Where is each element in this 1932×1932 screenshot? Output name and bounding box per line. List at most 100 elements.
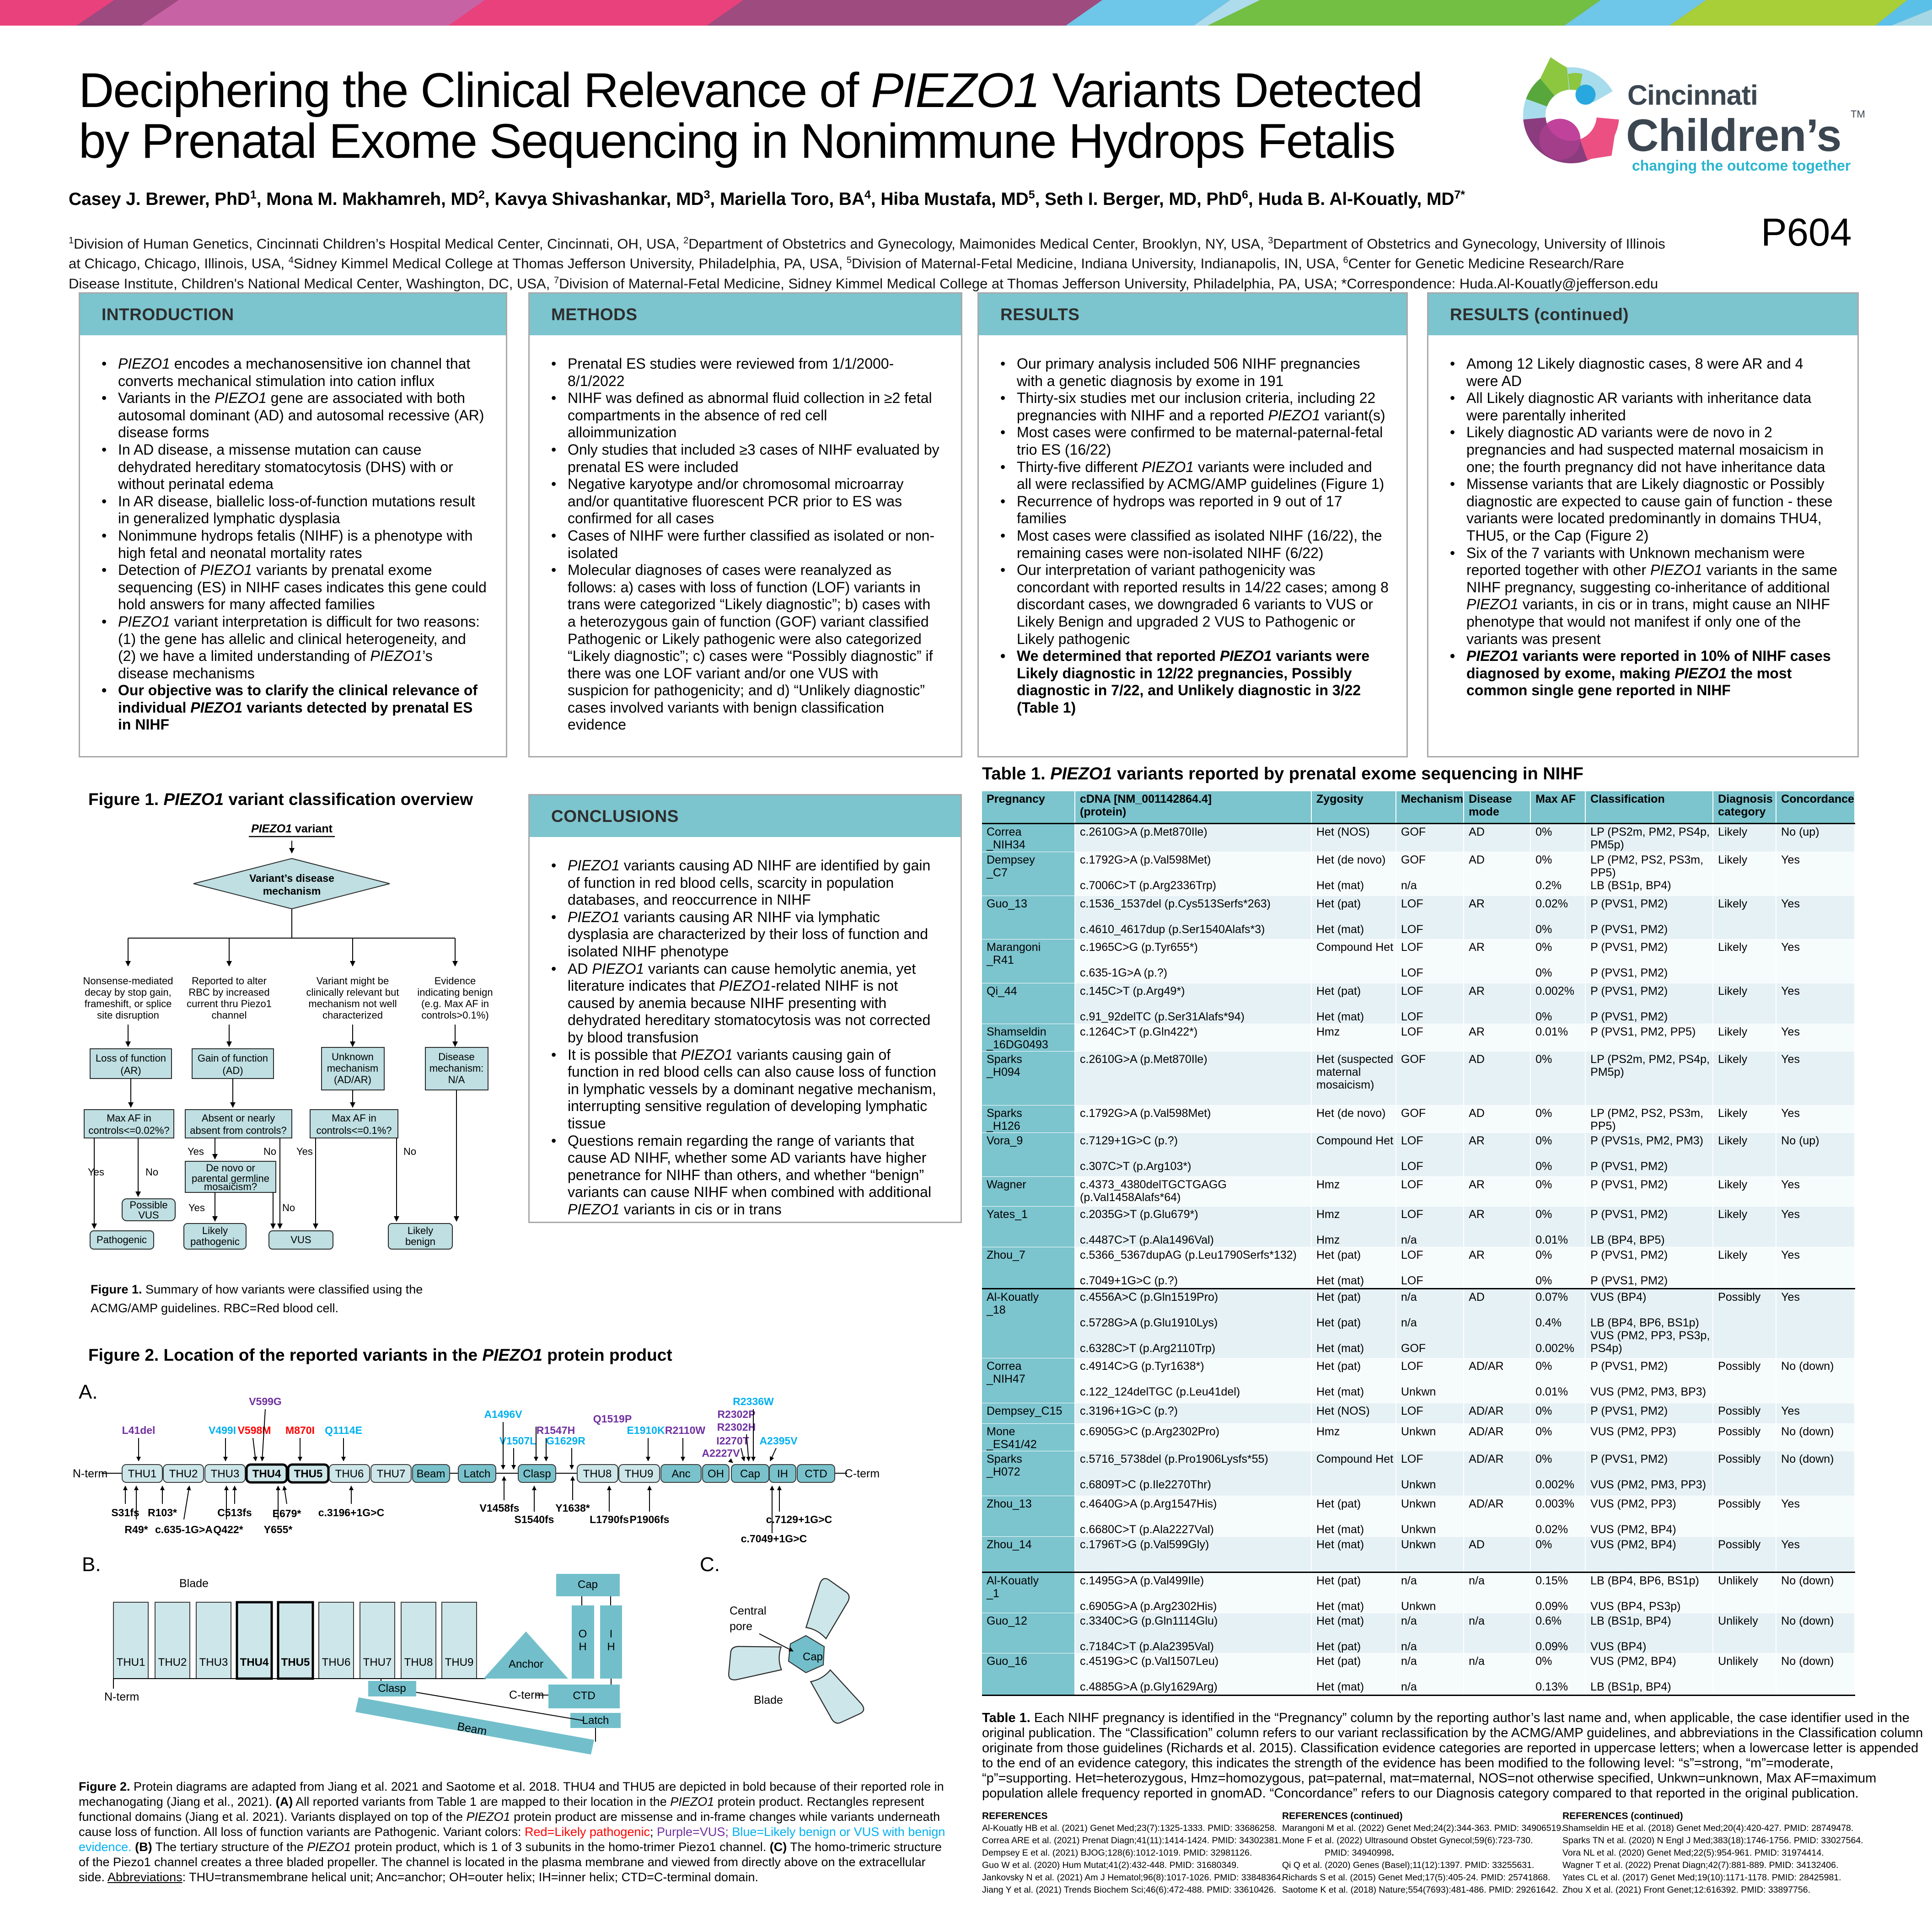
svg-text:THU7: THU7 [377,1468,406,1480]
svg-text:changing the outcome together: changing the outcome together [1632,157,1851,174]
svg-text:L1790fs: L1790fs [590,1513,629,1525]
svg-text:Variant might be: Variant might be [317,975,389,987]
svg-text:mechanism: mechanism [327,1063,378,1074]
svg-text:CTD: CTD [805,1468,827,1480]
svg-text:channel: channel [211,1009,247,1021]
svg-text:Blade: Blade [179,1577,209,1590]
svg-text:Cap: Cap [578,1578,598,1591]
svg-text:pathogenic: pathogenic [190,1236,240,1247]
svg-text:Clasp: Clasp [378,1682,406,1695]
svg-text:parental germline: parental germline [192,1173,269,1184]
svg-text:Disease: Disease [438,1051,474,1063]
svg-text:(AD): (AD) [222,1065,243,1076]
svg-text:decay by stop gain,: decay by stop gain, [85,987,172,998]
svg-text:Cap: Cap [803,1651,823,1663]
svg-text:Cincinnati: Cincinnati [1627,80,1758,111]
svg-text:No: No [263,1146,276,1157]
svg-text:c.3196+1G>C: c.3196+1G>C [318,1507,385,1519]
svg-text:N-term: N-term [104,1690,139,1703]
svg-text:Blade: Blade [754,1694,783,1707]
svg-text:THU8: THU8 [404,1656,433,1669]
svg-text:R1547H: R1547H [537,1424,575,1436]
svg-text:Children’s: Children’s [1626,110,1841,161]
svg-text:site disruption: site disruption [97,1009,159,1021]
svg-text:V499I: V499I [209,1424,236,1436]
svg-text:THU8: THU8 [583,1468,612,1480]
svg-text:Cap: Cap [740,1468,760,1480]
svg-text:C513fs: C513fs [217,1507,252,1519]
svg-text:Yes: Yes [296,1146,313,1157]
svg-text:THU3: THU3 [211,1468,240,1480]
svg-text:THU7: THU7 [363,1656,392,1669]
svg-text:CTD: CTD [573,1690,595,1702]
svg-text:Gain of function: Gain of function [198,1052,268,1064]
svg-text:TM: TM [1851,108,1865,120]
svg-text:S1540fs: S1540fs [515,1513,554,1525]
svg-text:Variant’s disease: Variant’s disease [249,872,334,884]
svg-text:mechanism not well: mechanism not well [308,998,397,1009]
svg-text:c.635-1G>A: c.635-1G>A [155,1524,213,1535]
svg-text:mechanism: mechanism [263,885,321,897]
svg-text:A1496V: A1496V [484,1408,522,1420]
svg-text:THU6: THU6 [322,1656,351,1669]
svg-text:R2302P: R2302P [717,1408,755,1420]
svg-text:H: H [579,1641,586,1653]
svg-text:frameshift, or splice: frameshift, or splice [85,998,172,1009]
svg-text:R103*: R103* [148,1507,177,1519]
svg-text:THU5: THU5 [294,1468,323,1480]
svg-text:Y655*: Y655* [264,1524,293,1535]
svg-text:N-term: N-term [73,1467,107,1480]
svg-text:Q1114E: Q1114E [325,1424,362,1436]
svg-text:THU1: THU1 [128,1468,157,1480]
svg-text:N/A: N/A [448,1074,465,1085]
svg-text:absent from controls?: absent from controls? [190,1125,287,1136]
svg-text:controls<=0.02%?: controls<=0.02%? [88,1125,169,1136]
svg-text:R49*: R49* [124,1524,148,1535]
svg-text:Yes: Yes [188,1146,204,1157]
svg-text:R2110W: R2110W [665,1424,706,1436]
svg-text:Pathogenic: Pathogenic [97,1234,147,1245]
svg-text:THU9: THU9 [445,1656,474,1669]
svg-text:pore: pore [730,1620,752,1633]
svg-text:c.7049+1G>C: c.7049+1G>C [741,1533,807,1545]
svg-text:indicating benign: indicating benign [417,987,493,998]
svg-text:Beam: Beam [417,1468,445,1480]
svg-text:Possible: Possible [129,1199,167,1211]
svg-text:A2395V: A2395V [759,1435,798,1447]
svg-text:O: O [579,1628,587,1640]
svg-text:V598M: V598M [238,1424,271,1436]
svg-text:I2270T: I2270T [716,1435,749,1447]
svg-text:C.: C. [700,1553,720,1576]
svg-text:(AD/AR): (AD/AR) [334,1074,371,1085]
svg-text:R2302H: R2302H [717,1421,756,1433]
svg-text:Unknown: Unknown [332,1051,374,1063]
svg-text:THU4: THU4 [240,1656,269,1669]
svg-text:S31fs: S31fs [111,1507,139,1519]
svg-text:IH: IH [777,1468,788,1480]
svg-text:(e.g. Max AF in: (e.g. Max AF in [421,998,489,1009]
svg-text:c.7129+1G>C: c.7129+1G>C [766,1513,832,1525]
svg-text:Likely: Likely [408,1225,433,1236]
svg-text:(AR): (AR) [120,1065,141,1076]
svg-text:THU3: THU3 [199,1656,228,1669]
svg-text:V1458fs: V1458fs [480,1502,520,1514]
svg-text:M870I: M870I [285,1424,315,1436]
svg-text:mechanism:: mechanism: [429,1063,484,1074]
svg-text:C-term: C-term [845,1467,880,1480]
svg-text:De novo or: De novo or [206,1162,255,1174]
svg-text:VUS: VUS [290,1234,311,1245]
svg-text:I: I [610,1628,613,1640]
svg-text:THU2: THU2 [158,1656,187,1669]
svg-text:No: No [403,1146,416,1157]
svg-text:RBC by increased: RBC by increased [188,987,269,998]
svg-text:L41del: L41del [122,1424,156,1436]
svg-text:Central: Central [730,1605,767,1617]
svg-text:benign: benign [405,1236,435,1247]
svg-text:current thru Piezo1: current thru Piezo1 [187,998,272,1009]
svg-text:Anc: Anc [671,1468,690,1480]
svg-text:V1507L: V1507L [499,1435,537,1447]
svg-text:THU9: THU9 [625,1468,654,1480]
svg-text:G1629R: G1629R [546,1435,585,1447]
svg-text:THU6: THU6 [335,1468,364,1480]
svg-text:Max AF in: Max AF in [332,1112,376,1124]
